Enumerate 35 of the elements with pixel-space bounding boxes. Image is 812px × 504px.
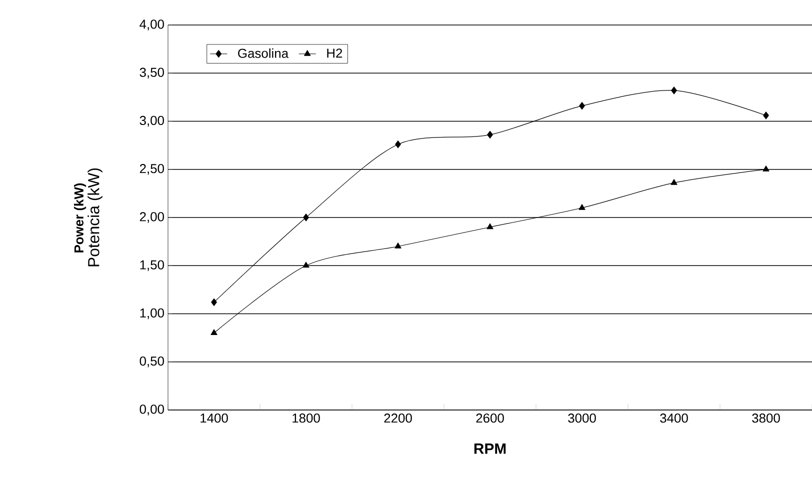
x-tick-label: 3800 bbox=[752, 414, 780, 423]
x-tick-label: 1800 bbox=[292, 414, 320, 423]
legend-label: H2 bbox=[327, 48, 342, 58]
point bbox=[395, 140, 401, 148]
point bbox=[487, 130, 493, 139]
point bbox=[210, 329, 218, 336]
point bbox=[671, 86, 677, 94]
x-tick-label: 2600 bbox=[476, 414, 504, 423]
y-tick-label: 2,50 bbox=[140, 164, 164, 175]
point bbox=[302, 262, 310, 268]
point bbox=[670, 179, 678, 185]
point bbox=[578, 204, 586, 210]
point bbox=[394, 242, 402, 248]
y-tick-label: 3,00 bbox=[140, 116, 164, 127]
point bbox=[486, 223, 494, 230]
x-tick-label: 1400 bbox=[200, 414, 228, 423]
point bbox=[763, 112, 769, 120]
y-tick-label: 1,00 bbox=[140, 308, 164, 320]
point bbox=[579, 102, 585, 110]
point bbox=[211, 298, 217, 306]
y-axis-title: Potencia (kW) bbox=[88, 168, 102, 266]
y-tick-label: 1,50 bbox=[140, 260, 164, 271]
text: Power (kW) bbox=[74, 183, 86, 252]
y-tick-label: 0,50 bbox=[140, 356, 164, 368]
x-tick-label: 3400 bbox=[660, 414, 688, 423]
y-tick-label: 4,00 bbox=[140, 20, 164, 30]
y-tick-label: 2,00 bbox=[140, 212, 164, 223]
x-tick-label: 3000 bbox=[568, 414, 596, 423]
point bbox=[762, 166, 770, 172]
y-tick-label: 0,00 bbox=[140, 404, 164, 416]
y-tick-label: 3,50 bbox=[140, 68, 164, 78]
point bbox=[303, 214, 309, 222]
x-tick-label: 2200 bbox=[384, 414, 412, 423]
x-axis-title: RPM bbox=[474, 444, 506, 454]
legend-label: Gasolina bbox=[238, 48, 289, 58]
